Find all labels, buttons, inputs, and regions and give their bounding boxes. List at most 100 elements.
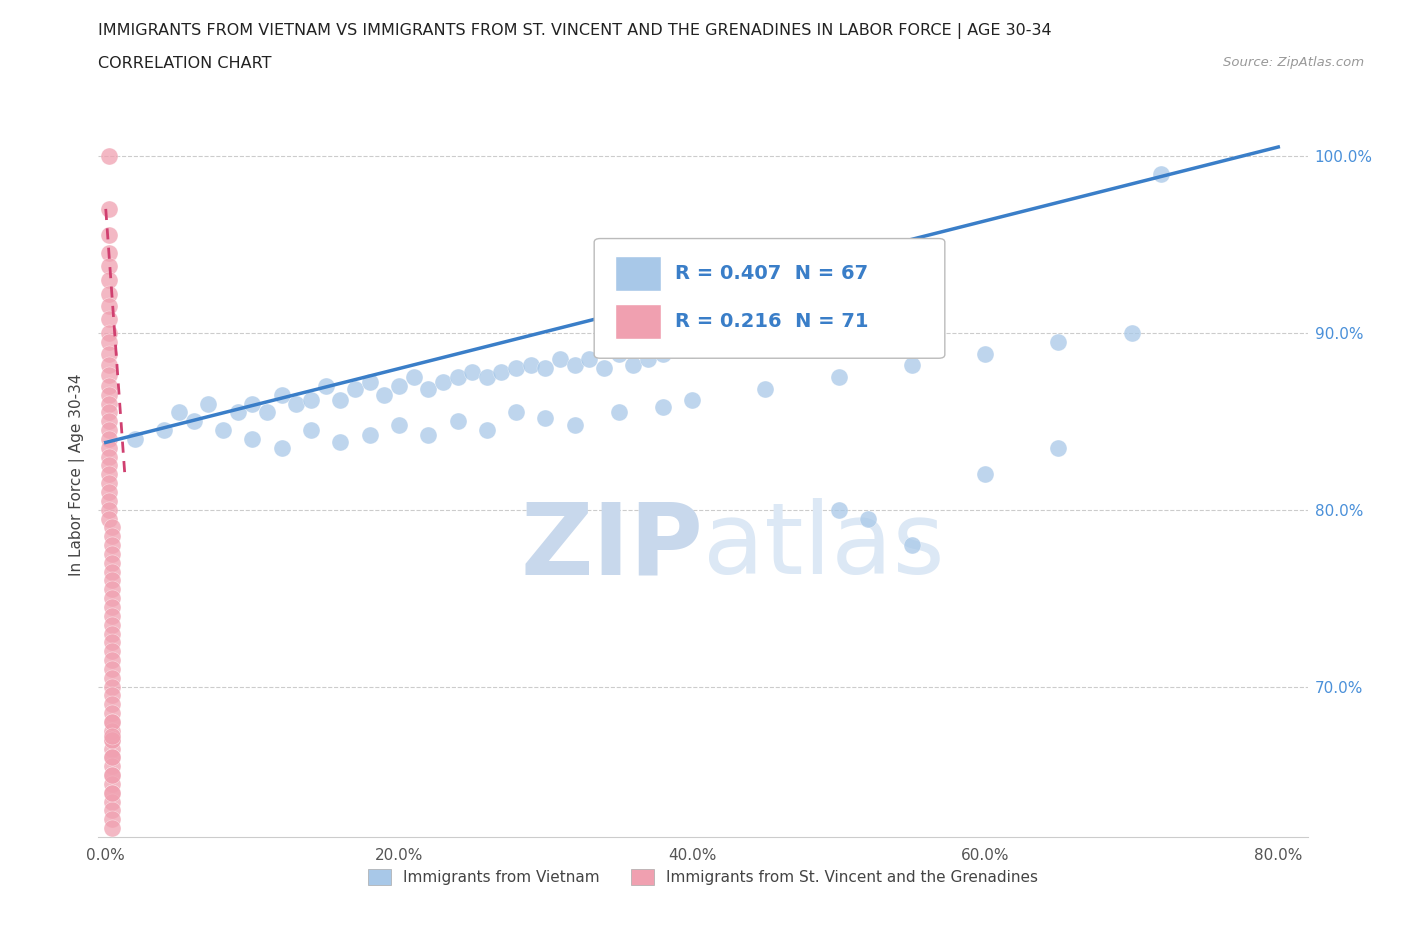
Point	[827, 369, 849, 384]
Point	[100, 777, 122, 791]
Point	[100, 741, 122, 756]
Point	[270, 440, 292, 455]
Point	[100, 724, 122, 738]
Point	[153, 422, 176, 437]
Point	[240, 396, 263, 411]
Point	[681, 392, 703, 407]
Point	[97, 458, 120, 472]
Point	[97, 367, 120, 382]
Text: Source: ZipAtlas.com: Source: ZipAtlas.com	[1223, 56, 1364, 69]
Point	[1150, 166, 1173, 181]
Point	[651, 400, 673, 415]
FancyBboxPatch shape	[595, 239, 945, 358]
Point	[710, 339, 733, 354]
Point	[100, 679, 122, 694]
Point	[388, 418, 411, 432]
Point	[97, 440, 120, 455]
Point	[100, 714, 122, 729]
Point	[100, 732, 122, 747]
Point	[100, 732, 122, 747]
Point	[461, 365, 484, 379]
Point	[100, 785, 122, 800]
Point	[100, 565, 122, 579]
Text: R = 0.216  N = 71: R = 0.216 N = 71	[675, 312, 869, 331]
Text: CORRELATION CHART: CORRELATION CHART	[98, 56, 271, 71]
Point	[97, 485, 120, 499]
Point	[607, 347, 630, 362]
Point	[285, 396, 308, 411]
Point	[100, 555, 122, 570]
Point	[100, 547, 122, 562]
Point	[270, 387, 292, 402]
Point	[256, 405, 278, 419]
Point	[475, 422, 498, 437]
Point	[97, 149, 120, 164]
Point	[97, 347, 120, 362]
Point	[100, 591, 122, 605]
Point	[100, 644, 122, 658]
Point	[97, 494, 120, 509]
Point	[183, 414, 205, 429]
Point	[901, 357, 924, 372]
Point	[97, 246, 120, 260]
Point	[100, 820, 122, 835]
Point	[100, 767, 122, 782]
Point	[100, 697, 122, 711]
Point	[100, 618, 122, 632]
Point	[564, 418, 586, 432]
Point	[548, 352, 571, 366]
Point	[240, 432, 263, 446]
Point	[100, 538, 122, 552]
Point	[637, 352, 659, 366]
Point	[97, 502, 120, 517]
Point	[299, 422, 322, 437]
Point	[520, 357, 543, 372]
Point	[901, 538, 924, 552]
Point	[197, 396, 219, 411]
Point	[299, 392, 322, 407]
Point	[100, 750, 122, 764]
Point	[226, 405, 249, 419]
Point	[97, 357, 120, 372]
Text: atlas: atlas	[703, 498, 945, 595]
Point	[97, 259, 120, 273]
Point	[100, 714, 122, 729]
Point	[740, 334, 762, 349]
Point	[607, 405, 630, 419]
Point	[475, 369, 498, 384]
Text: ZIP: ZIP	[520, 498, 703, 595]
Point	[100, 759, 122, 774]
Point	[97, 476, 120, 491]
Point	[100, 671, 122, 685]
Point	[329, 435, 352, 450]
Point	[505, 405, 527, 419]
Point	[100, 653, 122, 668]
Point	[97, 379, 120, 393]
Point	[124, 432, 146, 446]
Point	[167, 405, 190, 419]
Point	[100, 635, 122, 650]
Point	[491, 365, 513, 379]
Point	[97, 449, 120, 464]
Point	[100, 812, 122, 827]
Point	[97, 432, 120, 446]
Point	[373, 387, 395, 402]
Point	[100, 582, 122, 597]
Point	[100, 573, 122, 588]
Point	[1047, 334, 1070, 349]
Point	[97, 202, 120, 217]
Point	[100, 785, 122, 800]
Point	[432, 375, 454, 390]
Point	[97, 387, 120, 402]
Point	[388, 379, 411, 393]
Point	[578, 352, 600, 366]
Point	[754, 382, 776, 397]
Point	[681, 343, 703, 358]
Point	[100, 729, 122, 744]
Legend: Immigrants from Vietnam, Immigrants from St. Vincent and the Grenadines: Immigrants from Vietnam, Immigrants from…	[363, 863, 1043, 891]
Point	[100, 600, 122, 615]
Text: IMMIGRANTS FROM VIETNAM VS IMMIGRANTS FROM ST. VINCENT AND THE GRENADINES IN LAB: IMMIGRANTS FROM VIETNAM VS IMMIGRANTS FR…	[98, 23, 1052, 39]
Point	[97, 272, 120, 287]
Point	[402, 369, 425, 384]
Point	[534, 361, 557, 376]
